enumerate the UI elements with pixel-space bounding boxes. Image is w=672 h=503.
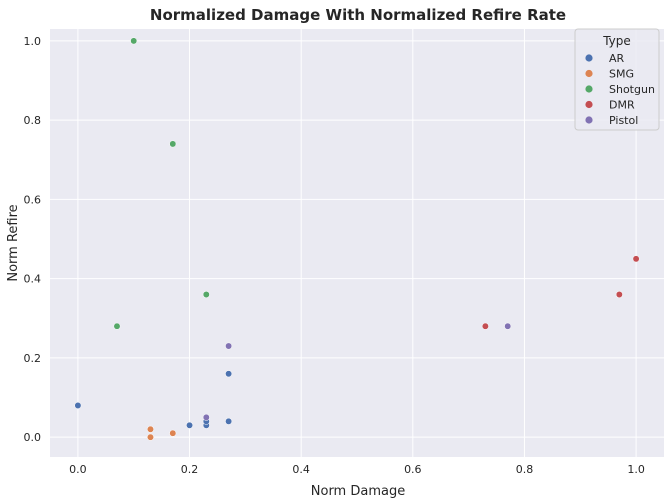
x-tick-label: 0.0 — [69, 463, 87, 476]
data-point-pistol — [504, 322, 512, 330]
data-point-ar — [225, 417, 233, 425]
y-tick-label: 0.2 — [24, 352, 42, 365]
y-tick-label: 0.0 — [24, 431, 42, 444]
data-point-dmr — [632, 255, 640, 263]
data-point-dmr — [481, 322, 489, 330]
legend-label: SMG — [609, 68, 634, 81]
x-axis-label: Norm Damage — [311, 484, 405, 499]
legend-label: AR — [609, 52, 625, 65]
data-point-smg — [169, 429, 177, 437]
data-point-smg — [147, 433, 154, 441]
y-tick-labels: 0.0 0.2 0.4 0.6 0.8 1.0 — [24, 35, 42, 444]
x-tick-label: 1.0 — [627, 463, 645, 476]
data-point-smg — [147, 425, 154, 433]
data-points — [74, 37, 640, 441]
data-point-ar — [186, 421, 193, 429]
legend-title: Type — [602, 34, 631, 48]
data-point-shotgun — [169, 140, 177, 148]
legend-marker — [585, 85, 593, 93]
legend-marker — [585, 54, 593, 62]
y-tick-label: 0.4 — [24, 273, 42, 286]
y-tick-label: 0.6 — [24, 193, 42, 206]
data-point-shotgun — [130, 37, 138, 45]
data-point-ar — [225, 370, 233, 378]
legend-box — [574, 28, 660, 131]
x-tick-labels: 0.0 0.2 0.4 0.6 0.8 1.0 — [69, 463, 645, 476]
legend-marker — [585, 100, 593, 109]
chart-title: Normalized Damage With Normalized Refire… — [150, 6, 566, 24]
legend-label: DMR — [609, 99, 635, 112]
legend-marker — [585, 116, 593, 124]
data-point-shotgun — [113, 322, 121, 330]
y-tick-label: 1.0 — [24, 35, 42, 48]
plot-area — [50, 29, 664, 457]
data-point-pistol — [225, 342, 233, 350]
x-tick-label: 0.4 — [292, 463, 310, 476]
legend-label: Pistol — [609, 114, 638, 127]
x-tick-label: 0.2 — [181, 463, 199, 476]
x-tick-label: 0.6 — [404, 463, 422, 476]
y-axis-label: Norm Refire — [6, 204, 21, 281]
legend: Type AR SMG Shotgun DMR Pistol — [574, 28, 660, 131]
x-tick-label: 0.8 — [516, 463, 534, 476]
legend-label: Shotgun — [609, 83, 655, 96]
data-point-ar — [74, 402, 82, 409]
data-point-shotgun — [202, 291, 210, 298]
legend-marker — [585, 69, 593, 78]
data-point-pistol — [202, 413, 210, 421]
data-point-dmr — [615, 291, 623, 298]
y-tick-label: 0.8 — [24, 114, 42, 127]
